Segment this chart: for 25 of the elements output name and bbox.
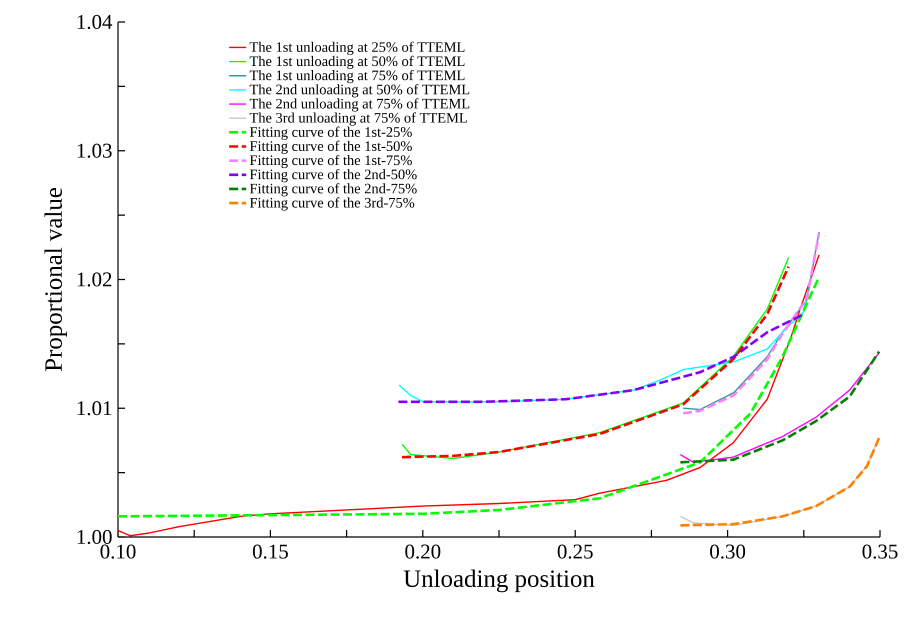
y-tick-label: 1.04 [78,14,112,30]
legend-label: Fitting curve of the 1st-50% [250,140,412,154]
y-tick-label: 1.02 [78,272,112,287]
x-tick-label: 0.15 [252,544,288,559]
y-tick-label: 1.03 [78,144,112,158]
y-tick-label: 1.00 [78,530,112,544]
x-axis-title: Unloading position [404,570,594,592]
legend-label: The 1st unloading at 75% of TTEML [250,70,464,84]
x-tick-label: 0.10 [100,544,136,559]
legend-label: The 2nd unloading at 75% of TTEML [250,98,470,112]
legend-label: Fitting curve of the 1st-75% [250,154,412,168]
y-tick-label: 1.01 [78,401,112,416]
legend-label: The 2nd unloading at 50% of TTEML [250,84,470,98]
legend-label: Fitting curve of the 1st-25% [250,126,412,140]
x-tick-label: 0.20 [405,544,440,559]
legend-label: Fitting curve of the 2nd-50% [250,168,417,182]
legend-label: Fitting curve of the 2nd-75% [250,183,417,196]
legend-label: The 1st unloading at 25% of TTEML [250,42,464,55]
legend-label: The 1st unloading at 50% of TTEML [250,56,464,70]
x-tick-label: 0.30 [710,544,746,559]
legend-label: Fitting curve of the 3rd-75% [250,197,414,211]
legend-label: The 3rd unloading at 75% of TTEML [250,112,467,126]
y-axis-title: Proportional value [44,188,68,372]
x-tick-label: 0.35 [862,544,898,559]
x-tick-label: 0.25 [558,544,593,559]
